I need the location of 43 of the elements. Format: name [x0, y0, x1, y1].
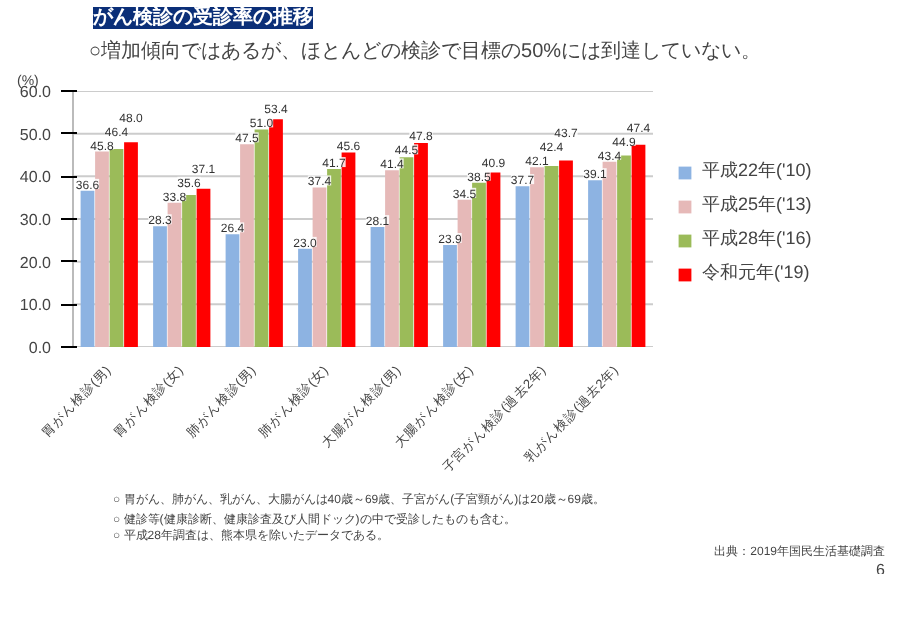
bar	[617, 155, 631, 347]
bar	[385, 170, 399, 347]
bar	[254, 129, 269, 347]
bar	[443, 245, 457, 347]
legend-label: 平成25年('13)	[702, 192, 812, 218]
bar	[182, 195, 196, 347]
bar	[298, 248, 312, 347]
bar	[544, 166, 559, 347]
bar	[370, 227, 385, 347]
y-tick-label: 40.0	[19, 168, 53, 187]
y-tick-label: 10.0	[19, 296, 53, 315]
bar	[472, 182, 486, 347]
bar	[559, 160, 573, 347]
legend-label: 平成22年('10)	[702, 158, 812, 184]
bar	[124, 142, 138, 347]
bar	[80, 190, 95, 347]
bar	[167, 202, 182, 347]
bar	[414, 143, 428, 347]
y-tick-label: 0.0	[28, 339, 53, 357]
chart-subtitle: ○増加傾向ではあるが、ほとんどの検診で目標の50%には到達していない。	[89, 39, 762, 63]
legend-label: 平成28年('16)	[702, 226, 812, 252]
bar	[341, 152, 356, 347]
bar	[631, 144, 646, 347]
bar	[95, 151, 109, 347]
y-tick-label: 50.0	[19, 125, 53, 144]
bar	[312, 187, 327, 347]
bar	[530, 167, 544, 347]
bar	[269, 119, 283, 347]
y-tick-label: 20.0	[19, 253, 53, 272]
legend-label: 令和元年('19)	[702, 260, 810, 286]
y-tick-label: 30.0	[19, 211, 53, 229]
bar	[109, 149, 124, 347]
bar	[588, 180, 602, 347]
bar	[225, 234, 240, 347]
bar	[515, 186, 530, 347]
bar	[457, 199, 472, 347]
bar	[486, 172, 501, 347]
bar	[240, 144, 254, 347]
bar	[327, 169, 341, 347]
bar	[153, 226, 167, 347]
chart-title: がん検診の受診率の推移	[91, 5, 313, 29]
bar	[602, 161, 617, 347]
bar	[196, 188, 211, 347]
